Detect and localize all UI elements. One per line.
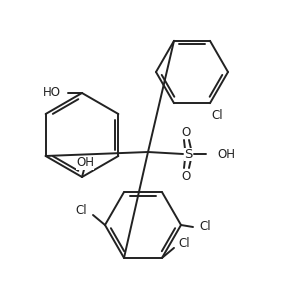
Text: Cl: Cl	[211, 109, 223, 122]
Text: O: O	[181, 169, 191, 182]
Text: S: S	[184, 148, 192, 160]
Text: OH: OH	[76, 157, 94, 169]
Text: HO: HO	[43, 86, 61, 99]
Text: OH: OH	[217, 148, 235, 160]
Text: Cl: Cl	[178, 238, 190, 250]
Text: Cl: Cl	[199, 220, 211, 233]
Text: Cl: Cl	[75, 204, 87, 218]
Text: O: O	[181, 126, 191, 139]
